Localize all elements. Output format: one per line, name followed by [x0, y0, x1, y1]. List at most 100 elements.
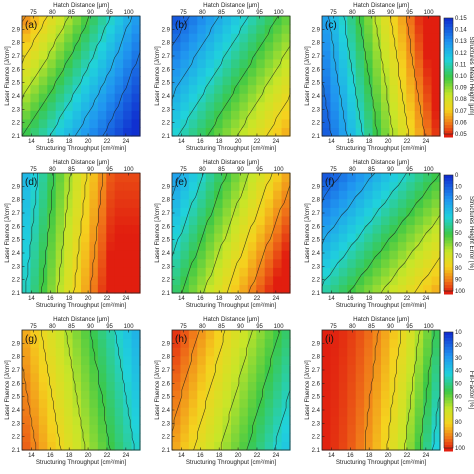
heat-cell [239, 224, 249, 234]
y-axis-title: Laser Fluence [J/cm²] [4, 360, 11, 420]
heat-cell [123, 173, 133, 183]
heat-cell [247, 275, 257, 286]
heat-cell [188, 275, 198, 286]
heat-cell [114, 207, 124, 217]
heat-cell [355, 275, 365, 286]
heat-cell [131, 284, 141, 294]
top-tick-label: 95 [256, 324, 263, 330]
heat-cell [81, 284, 91, 294]
heat-cell [322, 215, 332, 226]
heat-cell [214, 441, 224, 451]
heat-cell [355, 190, 365, 200]
x-tick-label: 18 [366, 453, 373, 459]
colorbar-segment [444, 291, 453, 295]
heat-cell [330, 24, 340, 34]
heat-cell [381, 84, 391, 94]
heat-cell [364, 198, 374, 208]
heat-cell [423, 415, 433, 425]
heat-cell [414, 84, 424, 94]
y-tick-label: 2.5 [312, 81, 321, 87]
heat-cell [281, 16, 291, 26]
heat-cell [114, 233, 124, 243]
heat-cell [64, 381, 74, 391]
colorbar-segment [444, 83, 453, 87]
heat-cell [406, 241, 416, 251]
heat-cell [214, 390, 224, 400]
heat-cell [64, 76, 74, 86]
colorbar-segment [444, 258, 453, 262]
colorbar-segment [444, 442, 453, 446]
heat-cell [64, 372, 74, 383]
contour-line [102, 40, 141, 137]
top-tick-label: 85 [218, 10, 225, 16]
heat-cell [188, 241, 198, 251]
heat-cell [381, 41, 391, 51]
heat-cell [123, 441, 133, 451]
heat-cell [22, 84, 32, 94]
heat-cell [322, 364, 332, 374]
colorbar-tick-label: 70 [455, 407, 462, 413]
heat-cell [431, 93, 441, 103]
heat-cell [281, 441, 291, 451]
heat-cell [406, 424, 416, 434]
heat-cell [431, 190, 441, 200]
heat-cell [273, 224, 283, 234]
heat-cell [30, 415, 40, 425]
top-tick-label: 100 [274, 324, 285, 330]
x-tick-label: 16 [347, 139, 354, 145]
heat-cell [64, 173, 74, 183]
y-tick-label: 2.3 [12, 421, 21, 427]
heat-cell [214, 330, 224, 340]
heat-cell [89, 364, 99, 374]
y-tick-label: 2.2 [312, 278, 321, 284]
heat-cell [406, 173, 416, 183]
heat-cell [355, 16, 365, 26]
y-axis-title: Laser Fluence [J/cm²] [154, 203, 161, 263]
heat-cell [123, 58, 133, 69]
heat-cell [38, 41, 48, 51]
heat-cell [55, 93, 65, 103]
heat-cell [397, 50, 407, 60]
heat-cell [423, 190, 433, 200]
heat-cell [423, 76, 433, 86]
colorbar-segment [444, 337, 453, 342]
heat-cell [281, 415, 291, 425]
heat-cell [47, 181, 57, 191]
heat-cell [97, 198, 107, 208]
y-tick-label: 2.6 [162, 381, 171, 387]
heat-cell [89, 258, 99, 268]
heat-cell [281, 275, 291, 286]
heat-cell [30, 338, 40, 348]
heat-cell [338, 16, 348, 26]
heat-cell [180, 424, 190, 434]
heat-cell [222, 16, 232, 26]
heat-cell [355, 207, 365, 217]
heat-cell [338, 207, 348, 217]
colorbar-segment [444, 276, 453, 280]
colorbar-segment [444, 288, 453, 292]
heat-cell [414, 330, 424, 340]
heat-cell [205, 250, 215, 260]
heat-cell [222, 258, 232, 268]
top-tick-label: 90 [237, 167, 244, 173]
contour-line [390, 16, 409, 136]
heat-cell [406, 84, 416, 94]
top-tick-label: 90 [87, 324, 94, 330]
heat-cell [397, 127, 407, 137]
heat-cell [264, 93, 274, 103]
colorbar-tick-label: 0.09 [455, 86, 467, 92]
heat-cell [106, 381, 116, 391]
heat-cell [64, 16, 74, 26]
heat-cell [97, 432, 107, 443]
heat-cell [381, 173, 391, 183]
heat-cell [264, 215, 274, 226]
heat-cell [247, 50, 257, 60]
heat-cell [205, 432, 215, 443]
heat-cell [38, 390, 48, 400]
heat-cell [273, 390, 283, 400]
heat-cell [273, 58, 283, 69]
y-tick-label: 2.7 [12, 211, 21, 217]
heat-cell [364, 275, 374, 286]
heat-cell [89, 181, 99, 191]
heat-cell [89, 338, 99, 348]
